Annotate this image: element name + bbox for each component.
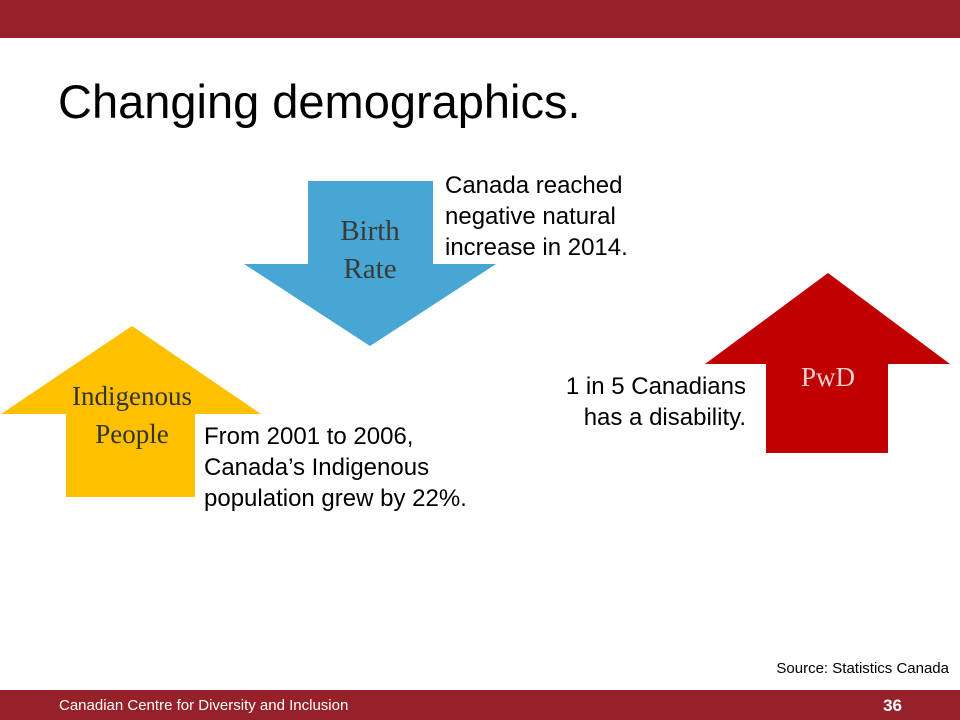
indigenous-label-line2: People [95,419,169,449]
birth-rate-label: Birth Rate [318,212,422,288]
birth-rate-note-line: negative natural [445,203,616,230]
birth-rate-note-line: increase in 2014. [445,234,628,261]
pwd-note-line: 1 in 5 Canadians [565,373,746,400]
pwd-up-arrow [705,273,950,453]
indigenous-note-line: population grew by 22%. [204,485,467,512]
birth-rate-note: Canada reached negative natural increase… [445,170,628,263]
top-banner [0,0,960,38]
pwd-label-line1: PwD [800,362,855,392]
pwd-note: 1 in 5 Canadians has a disability. [520,371,746,433]
birth-rate-label-line2: Rate [343,253,397,285]
indigenous-note-line: Canada’s Indigenous [204,454,430,481]
page-number: 36 [883,696,902,715]
source-citation: Source: Statistics Canada [776,660,949,677]
indigenous-up-arrow [1,326,261,497]
birth-rate-note-line: Canada reached [445,172,623,199]
indigenous-note: From 2001 to 2006, Canada’s Indigenous p… [204,421,467,514]
slide-title: Changing demographics. [58,75,581,128]
footer-banner [0,690,960,720]
pwd-note-line: has a disability. [583,404,746,431]
footer-organization: Canadian Centre for Diversity and Inclus… [59,697,349,714]
pwd-label: PwD [778,358,878,396]
birth-rate-down-arrow [244,181,496,346]
birth-rate-label-line1: Birth [340,215,400,247]
indigenous-label: Indigenous People [56,377,208,453]
indigenous-label-line1: Indigenous [72,381,192,411]
indigenous-note-line: From 2001 to 2006, [204,423,414,450]
